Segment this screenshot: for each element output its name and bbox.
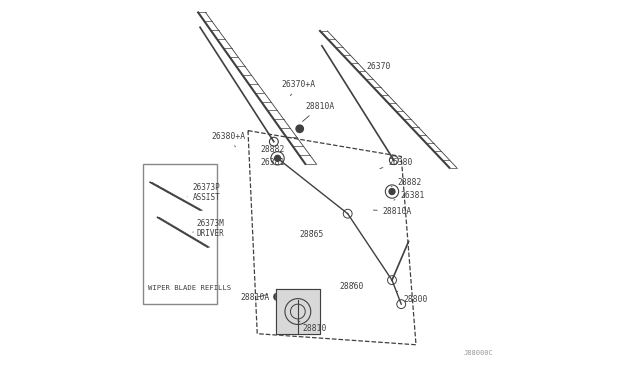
Circle shape [389, 189, 395, 195]
Text: 26380+A: 26380+A [211, 132, 245, 147]
Text: 26373P
ASSIST: 26373P ASSIST [187, 183, 220, 202]
Text: 28865: 28865 [300, 230, 324, 239]
Circle shape [275, 155, 280, 161]
Polygon shape [276, 289, 320, 334]
Text: 26370+A: 26370+A [281, 80, 316, 96]
Text: 28810A: 28810A [303, 102, 335, 121]
Circle shape [274, 293, 281, 301]
Text: 26381: 26381 [261, 157, 285, 167]
Text: 28810: 28810 [298, 321, 327, 333]
Text: 28882: 28882 [391, 178, 422, 187]
Text: WIPER BLADE REFILLS: WIPER BLADE REFILLS [148, 285, 232, 291]
Text: 28810A: 28810A [241, 293, 270, 302]
Text: 28882: 28882 [261, 145, 285, 154]
Text: 28800: 28800 [397, 291, 428, 304]
Text: J88000C: J88000C [464, 350, 493, 356]
Text: 26370: 26370 [360, 61, 390, 73]
Text: 26373M
DRIVER: 26373M DRIVER [193, 219, 224, 238]
Circle shape [296, 125, 303, 132]
Text: 26380: 26380 [380, 157, 413, 169]
Text: 28810A: 28810A [373, 206, 412, 216]
FancyBboxPatch shape [143, 164, 216, 304]
Text: 28860: 28860 [339, 282, 364, 291]
Text: 26381: 26381 [394, 191, 425, 200]
